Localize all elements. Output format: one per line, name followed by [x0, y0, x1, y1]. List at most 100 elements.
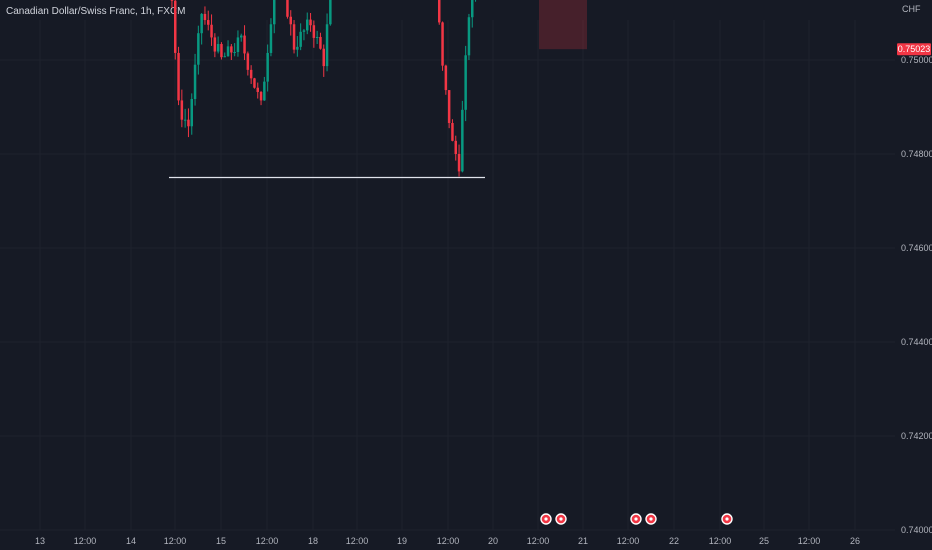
candle — [289, 10, 292, 36]
candle-body — [315, 36, 319, 38]
x-tick-label: 12:00 — [256, 536, 279, 546]
candle-body — [240, 35, 243, 38]
candle — [454, 135, 457, 161]
candle-body — [230, 46, 233, 53]
candle — [207, 10, 210, 31]
candle — [273, 0, 276, 34]
candle-body — [203, 13, 207, 21]
candle — [461, 100, 464, 173]
candle — [233, 43, 236, 57]
candle — [243, 25, 246, 60]
candle-body — [256, 87, 259, 92]
candle — [197, 25, 200, 75]
candle-body — [243, 35, 246, 54]
candle-body — [177, 52, 180, 101]
candle — [200, 13, 203, 45]
candle — [203, 6, 207, 25]
candle-body — [451, 122, 454, 141]
x-tick-label: 20 — [488, 536, 498, 546]
candle — [210, 14, 213, 46]
candle-body — [329, 0, 332, 25]
candle — [302, 28, 306, 41]
candle — [170, 0, 174, 8]
candle-body — [233, 52, 236, 54]
x-tick-label: 25 — [759, 536, 769, 546]
symbol-title: Canadian Dollar/Swiss Franc, 1h, FXCM — [6, 6, 186, 17]
event-marker-icon[interactable] — [721, 513, 733, 525]
candle-body — [289, 16, 292, 25]
candle-body — [322, 48, 325, 67]
x-tick-label: 22 — [669, 536, 679, 546]
price-tag-label: 0.75023 — [898, 44, 931, 54]
event-marker-icon[interactable] — [630, 513, 642, 525]
x-tick-label: 12:00 — [164, 536, 187, 546]
candle-body — [312, 25, 316, 38]
candle — [296, 36, 299, 57]
candle-body — [306, 19, 309, 31]
candle — [259, 91, 263, 106]
candle-body — [461, 109, 464, 172]
candle — [193, 53, 197, 106]
x-tick-label: 15 — [216, 536, 226, 546]
candle — [475, 0, 477, 2]
candle — [177, 46, 180, 106]
candle — [256, 82, 259, 99]
candle — [438, 0, 441, 25]
candle — [451, 119, 454, 142]
time-axis: 13 12:00 14 12:00 15 12:00 18 12:00 19 12:00 20 12:… — [35, 536, 860, 546]
candle-body — [207, 20, 210, 25]
candle-body — [441, 22, 444, 66]
candle-body — [223, 56, 226, 58]
x-tick-label: 12:00 — [617, 536, 640, 546]
x-tick-label: 12:00 — [437, 536, 460, 546]
candle-body — [444, 65, 448, 91]
candle — [329, 0, 332, 26]
price-axis: CHF0.766000.764000.762000.760000.758000.… — [901, 4, 932, 535]
candle-body — [259, 91, 263, 101]
event-marker-icon[interactable] — [540, 513, 552, 525]
candle-body — [180, 100, 184, 120]
candle — [216, 36, 220, 54]
x-tick-label: 21 — [578, 536, 588, 546]
candle-body — [190, 99, 193, 127]
chart-grid — [0, 0, 895, 530]
support-lines — [169, 176, 485, 179]
candle-body — [471, 0, 474, 18]
candle-body — [464, 55, 467, 110]
candle — [230, 44, 233, 60]
candle — [183, 108, 187, 128]
candle-body — [319, 36, 322, 49]
candle — [292, 20, 296, 54]
candle — [263, 76, 266, 101]
candle-body — [286, 0, 289, 17]
candle — [266, 44, 269, 92]
candle-body — [236, 37, 240, 53]
price-tags: 0.763770.753660.7534027:260.75023 — [897, 43, 931, 56]
y-tick-label: 0.75000 — [901, 55, 932, 65]
candle-body — [457, 154, 461, 172]
event-marker-icon[interactable] — [555, 513, 567, 525]
stop-zone — [539, 0, 587, 50]
candle-body — [309, 19, 312, 26]
y-tick-label: 0.74000 — [901, 525, 932, 535]
candle — [187, 108, 190, 138]
x-tick-label: 18 — [308, 536, 318, 546]
y-tick-label: 0.74400 — [901, 337, 932, 347]
candle-body — [200, 13, 203, 34]
candle — [471, 0, 474, 28]
candle-body — [197, 33, 200, 65]
candle — [246, 51, 250, 76]
x-tick-label: 19 — [397, 536, 407, 546]
x-tick-label: 12:00 — [74, 536, 97, 546]
candle-body — [269, 24, 273, 53]
event-marker-icon[interactable] — [645, 513, 657, 525]
currency-label: CHF — [902, 4, 921, 14]
candle — [253, 77, 256, 89]
candle — [226, 40, 230, 57]
candle — [441, 21, 444, 71]
candles — [170, 0, 477, 177]
event-markers — [540, 513, 733, 525]
candle-body — [266, 52, 269, 82]
candle — [464, 45, 467, 122]
